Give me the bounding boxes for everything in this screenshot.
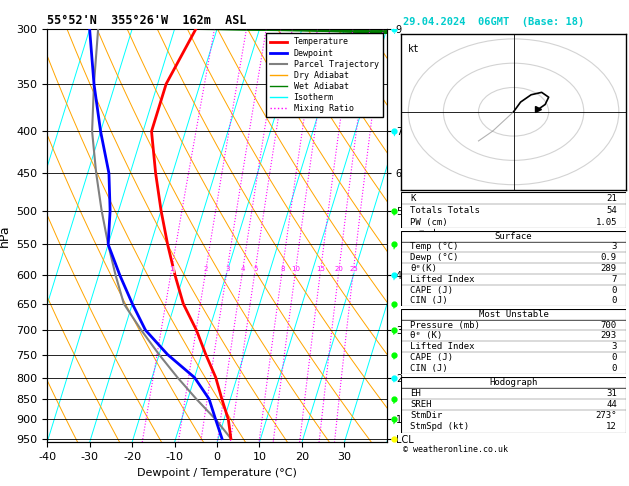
Text: Most Unstable: Most Unstable: [479, 310, 548, 319]
Text: CAPE (J): CAPE (J): [410, 286, 454, 295]
Y-axis label: hPa: hPa: [0, 225, 11, 247]
Text: 3: 3: [611, 342, 617, 351]
Text: Hodograph: Hodograph: [489, 378, 538, 387]
X-axis label: Dewpoint / Temperature (°C): Dewpoint / Temperature (°C): [137, 468, 297, 478]
Text: 0: 0: [611, 296, 617, 305]
Legend: Temperature, Dewpoint, Parcel Trajectory, Dry Adiabat, Wet Adiabat, Isotherm, Mi: Temperature, Dewpoint, Parcel Trajectory…: [266, 34, 382, 117]
Text: 700: 700: [601, 320, 617, 330]
Text: 21: 21: [606, 193, 617, 203]
Text: 12: 12: [606, 422, 617, 432]
Text: 31: 31: [606, 389, 617, 398]
Text: 25: 25: [349, 266, 358, 272]
Text: 2: 2: [204, 266, 208, 272]
Text: 0: 0: [611, 364, 617, 373]
Text: 1.05: 1.05: [596, 218, 617, 227]
FancyBboxPatch shape: [401, 377, 626, 433]
Text: 54: 54: [606, 206, 617, 215]
Text: 7: 7: [611, 275, 617, 284]
Text: 3: 3: [611, 243, 617, 251]
Text: 3: 3: [225, 266, 230, 272]
Text: 15: 15: [316, 266, 325, 272]
Text: Temp (°C): Temp (°C): [410, 243, 459, 251]
Text: Dewp (°C): Dewp (°C): [410, 253, 459, 262]
Text: SREH: SREH: [410, 400, 431, 409]
Text: CAPE (J): CAPE (J): [410, 353, 454, 363]
Text: Lifted Index: Lifted Index: [410, 342, 475, 351]
Text: Totals Totals: Totals Totals: [410, 206, 480, 215]
Text: 0.9: 0.9: [601, 253, 617, 262]
FancyBboxPatch shape: [401, 309, 626, 374]
Text: 5: 5: [253, 266, 257, 272]
Text: Lifted Index: Lifted Index: [410, 275, 475, 284]
Text: 8: 8: [280, 266, 284, 272]
Text: 55°52'N  355°26'W  162m  ASL: 55°52'N 355°26'W 162m ASL: [47, 14, 247, 27]
Text: θᵉ(K): θᵉ(K): [410, 264, 437, 273]
Text: 1: 1: [169, 266, 174, 272]
Text: StmSpd (kt): StmSpd (kt): [410, 422, 469, 432]
Text: 0: 0: [611, 286, 617, 295]
Text: 44: 44: [606, 400, 617, 409]
Text: 289: 289: [601, 264, 617, 273]
Text: 273°: 273°: [596, 411, 617, 420]
Text: © weatheronline.co.uk: © weatheronline.co.uk: [403, 445, 508, 454]
Text: CIN (J): CIN (J): [410, 296, 448, 305]
Text: θᵉ (K): θᵉ (K): [410, 331, 443, 341]
Text: PW (cm): PW (cm): [410, 218, 448, 227]
Text: Pressure (mb): Pressure (mb): [410, 320, 480, 330]
Text: 10: 10: [291, 266, 300, 272]
FancyBboxPatch shape: [401, 231, 626, 306]
Text: StmDir: StmDir: [410, 411, 443, 420]
Text: kt: kt: [408, 44, 420, 54]
FancyBboxPatch shape: [401, 192, 626, 228]
Text: 4: 4: [241, 266, 245, 272]
Text: Surface: Surface: [495, 232, 532, 241]
Text: 29.04.2024  06GMT  (Base: 18): 29.04.2024 06GMT (Base: 18): [403, 17, 584, 27]
Text: 0: 0: [611, 353, 617, 363]
Text: EH: EH: [410, 389, 421, 398]
Y-axis label: km
ASL: km ASL: [416, 226, 438, 245]
Text: 20: 20: [335, 266, 343, 272]
Text: CIN (J): CIN (J): [410, 364, 448, 373]
Text: K: K: [410, 193, 416, 203]
Text: 293: 293: [601, 331, 617, 341]
